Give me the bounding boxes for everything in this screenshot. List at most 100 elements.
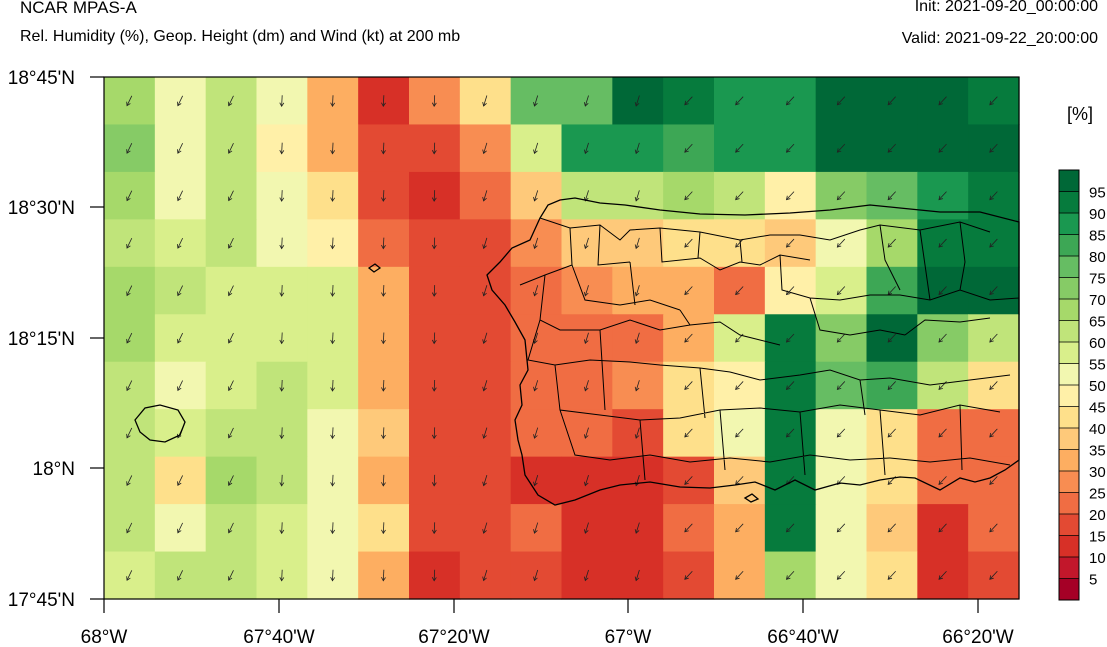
rh-cell (866, 361, 918, 410)
wind-arrow (989, 333, 998, 343)
wind-arrow (684, 143, 693, 153)
rh-cell (205, 77, 258, 126)
rh-cell (764, 266, 817, 315)
colorbar-unit: [%] (1067, 104, 1094, 124)
wind-arrow (177, 522, 184, 534)
colorbar-label: 5 (1089, 572, 1097, 589)
wind-arrow (126, 143, 133, 154)
wind-arrow (938, 286, 947, 296)
wind-arrow (431, 285, 437, 297)
wind-arrow (583, 190, 589, 202)
wind-arrow (785, 381, 795, 391)
wind-arrow (735, 143, 744, 153)
puerto-rico-outline (486, 197, 1020, 506)
rh-cell (663, 124, 715, 173)
wind-arrow (177, 332, 184, 344)
wind-arrow (836, 523, 846, 533)
wind-arrow (381, 237, 386, 250)
wind-arrow (533, 522, 539, 534)
wind-arrow (431, 237, 437, 250)
wind-arrow (177, 475, 184, 487)
wind-arrow (533, 142, 539, 155)
wind-arrow (634, 95, 640, 107)
wind-arrow (989, 381, 998, 391)
colorbar-swatch (1059, 514, 1079, 536)
wind-arrow (177, 237, 184, 249)
wind-arrow (330, 522, 336, 535)
colorbar-label: 15 (1089, 529, 1106, 546)
wind-arrow (126, 190, 133, 202)
wind-arrow (989, 143, 998, 153)
wind-arrow (634, 142, 640, 155)
colorbar-swatch (1059, 492, 1079, 515)
wind-arrow (634, 522, 640, 534)
wind-arrow (583, 522, 589, 534)
wind-arrow (482, 474, 488, 487)
rh-cell (205, 314, 258, 363)
wind-arrow (989, 570, 998, 580)
wind-arrow (330, 332, 336, 345)
wind-arrow (735, 428, 744, 438)
wind-arrow (583, 380, 589, 392)
colorbar-label: 45 (1089, 400, 1106, 417)
wind-arrow (533, 95, 539, 107)
colorbar-label: 60 (1089, 335, 1106, 352)
wind-arrow (227, 332, 234, 344)
wind-arrow (836, 428, 846, 438)
lat-label: 18°N (33, 459, 75, 480)
colorbar-swatch (1059, 385, 1079, 407)
rh-cell (815, 171, 868, 220)
wind-arrow (989, 238, 998, 248)
lon-label: 67°40'W (243, 627, 314, 647)
wind-arrow (533, 237, 539, 250)
wind-arrow (785, 238, 795, 248)
wind-arrow (938, 476, 947, 485)
wind-arrow (227, 475, 234, 487)
rh-cell (866, 409, 918, 458)
wind-arrow (583, 285, 589, 297)
wind-arrow (227, 570, 234, 581)
wind-arrow (431, 95, 437, 107)
rh-cell (866, 219, 918, 268)
rh-cell (764, 456, 817, 505)
latitude-labels: 18°45'N 18°30'N 18°15'N 18°N 17°45'N (8, 68, 75, 611)
colorbar-label: 55 (1089, 357, 1106, 374)
wind-arrow (177, 285, 184, 297)
wind-arrow (381, 569, 386, 582)
wind-arrow (785, 428, 795, 438)
wind-arrow (938, 428, 947, 438)
wind-arrow (227, 522, 234, 534)
wind-arrow (279, 332, 285, 345)
wind-arrow (279, 95, 285, 107)
rh-cell (815, 504, 868, 553)
rh-cell (917, 124, 969, 173)
rh-cell (917, 77, 969, 126)
rh-cell (663, 551, 715, 600)
colorbar-label: 20 (1089, 507, 1106, 524)
wind-arrow (279, 427, 285, 440)
wind-arrow (177, 570, 184, 581)
wind-arrow (989, 286, 998, 296)
init-time: Init: 2021-09-20_00:00:00 (914, 0, 1098, 15)
wind-arrow (887, 333, 896, 343)
wind-arrow (938, 96, 947, 106)
wind-arrow (989, 476, 998, 485)
wind-arrow (381, 285, 386, 297)
wind-arrow (482, 522, 488, 534)
colorbar-label: 40 (1089, 421, 1106, 438)
colorbar-label: 70 (1089, 292, 1106, 309)
wind-arrow (836, 238, 846, 248)
rh-cell (663, 456, 715, 505)
wind-arrow (836, 191, 846, 201)
colorbar-swatch (1059, 363, 1079, 386)
rh-cell (714, 124, 766, 173)
rh-cell (205, 551, 258, 600)
rh-cell (764, 77, 817, 126)
wind-arrow (381, 474, 386, 487)
wind-arrow (482, 237, 488, 250)
rh-cell (205, 456, 258, 505)
wind-arrow (735, 191, 744, 201)
rh-cell (714, 551, 766, 600)
wind-arrow (887, 523, 896, 533)
wind-arrow (735, 381, 744, 391)
